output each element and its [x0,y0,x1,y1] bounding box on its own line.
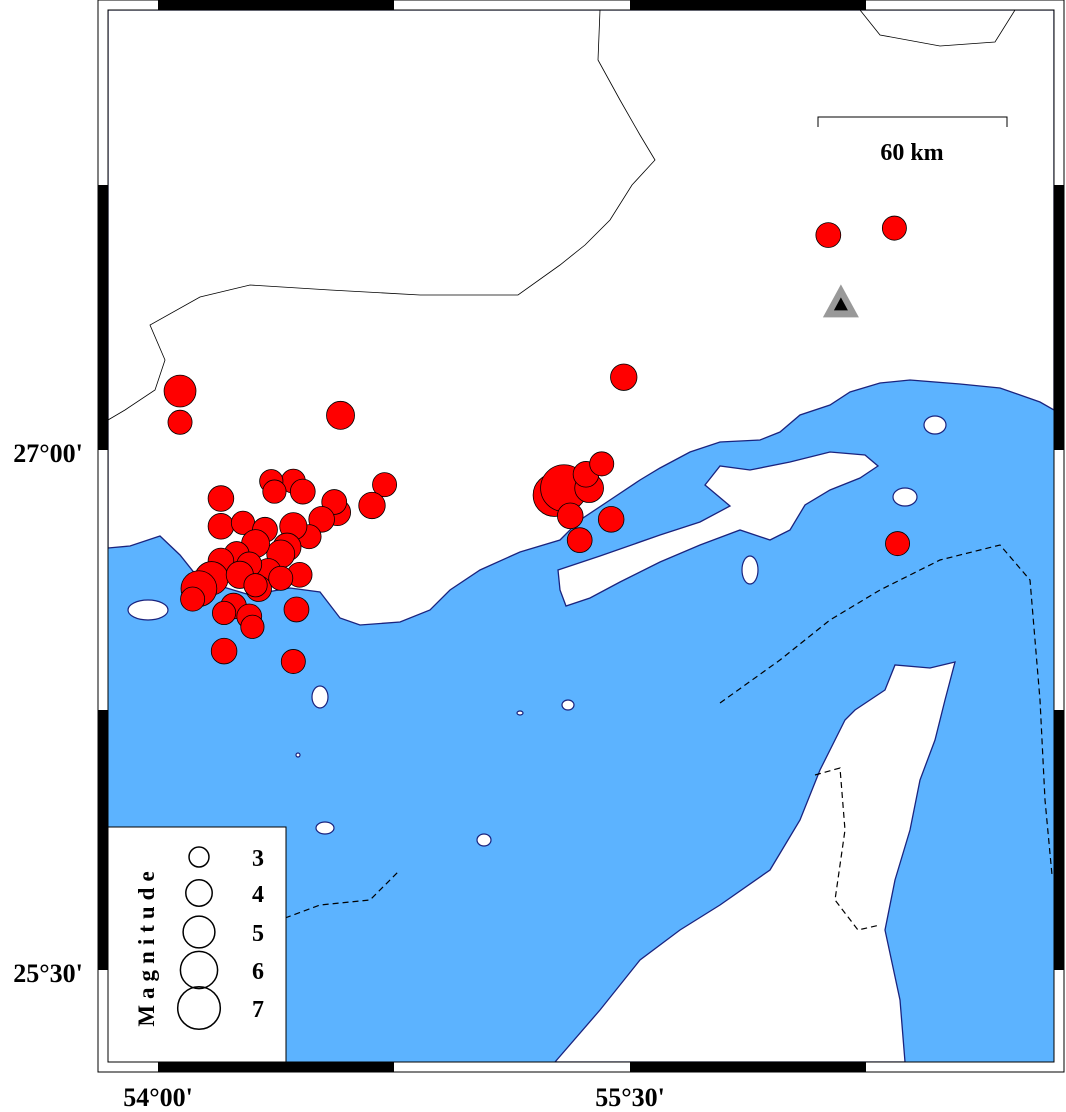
legend-circle [188,846,210,868]
legend-label: 6 [252,959,264,985]
earthquake-event [180,586,206,612]
earthquake-event [815,222,842,248]
legend-title: Magnitude [134,865,159,1026]
earthquake-event [207,485,235,512]
legend-circle [176,985,222,1031]
island-qeshm [557,451,880,607]
earthquake-event [610,363,638,391]
island [295,752,301,758]
frame-tick [158,0,394,10]
island [311,685,329,709]
lat-label: 25°30' [13,959,83,988]
legend-label: 7 [252,997,264,1023]
island [741,555,759,585]
border-line [859,10,1016,47]
triangle-icon [833,297,848,311]
island [476,833,492,847]
lon-label: 54°00' [123,1083,193,1112]
scale-bar-label: 60 km [880,140,943,166]
magnitude-legend: Magnitude 3 4 5 6 7 [107,826,287,1063]
scale-bar [817,116,1008,127]
island [315,821,335,835]
lon-label: 55°30' [595,1083,665,1112]
map-frame-outer [97,0,1065,1073]
legend-label: 3 [252,846,264,872]
legend-label: 5 [252,921,264,947]
earthquake-event [262,479,287,504]
legend-circle [185,879,213,907]
earthquake-event [557,502,584,530]
map-frame-inner [107,9,1055,1063]
earthquake-event [212,600,237,626]
legend-circle [182,915,216,949]
earthquake-event [597,506,625,533]
maritime-boundary [284,869,401,919]
earthquake-event [566,527,593,553]
earthquake-event [283,596,310,623]
legend-label: 4 [252,882,264,908]
legend-circle [179,950,219,990]
frame-tick [630,1062,866,1072]
island [127,599,169,621]
island [516,710,524,716]
island [892,487,918,507]
land-arabia [554,661,956,1062]
lat-label: 27°00' [13,439,83,468]
land-boundary [814,767,881,931]
frame-tick [98,710,108,970]
earthquake-event [589,451,615,477]
frame-tick [1054,710,1064,970]
island [923,415,947,435]
station-triangle-icon [822,284,859,318]
earthquake-event [240,614,265,639]
earthquake-event [885,531,911,557]
frame-tick [1054,185,1064,450]
earthquake-event [243,573,268,598]
border-line [108,10,656,421]
earthquake-event [167,409,193,435]
island [561,699,575,711]
frame-tick [158,1062,394,1072]
frame-ticks [98,0,1064,1072]
earthquake-event [308,506,335,533]
earthquake-event [358,491,386,520]
earthquake-event [881,215,907,241]
earthquake-event [210,637,238,665]
frame-tick [630,0,866,10]
earthquake-event [289,478,316,505]
frame-tick [98,185,108,450]
earthquake-event [163,374,197,408]
land-iran [108,10,1054,626]
earthquake-event [280,649,306,674]
earthquake-event [207,513,235,540]
earthquake-event [372,472,398,498]
earthquake-event [268,565,294,591]
maritime-boundary [719,544,1053,876]
earthquake-event [326,400,355,430]
